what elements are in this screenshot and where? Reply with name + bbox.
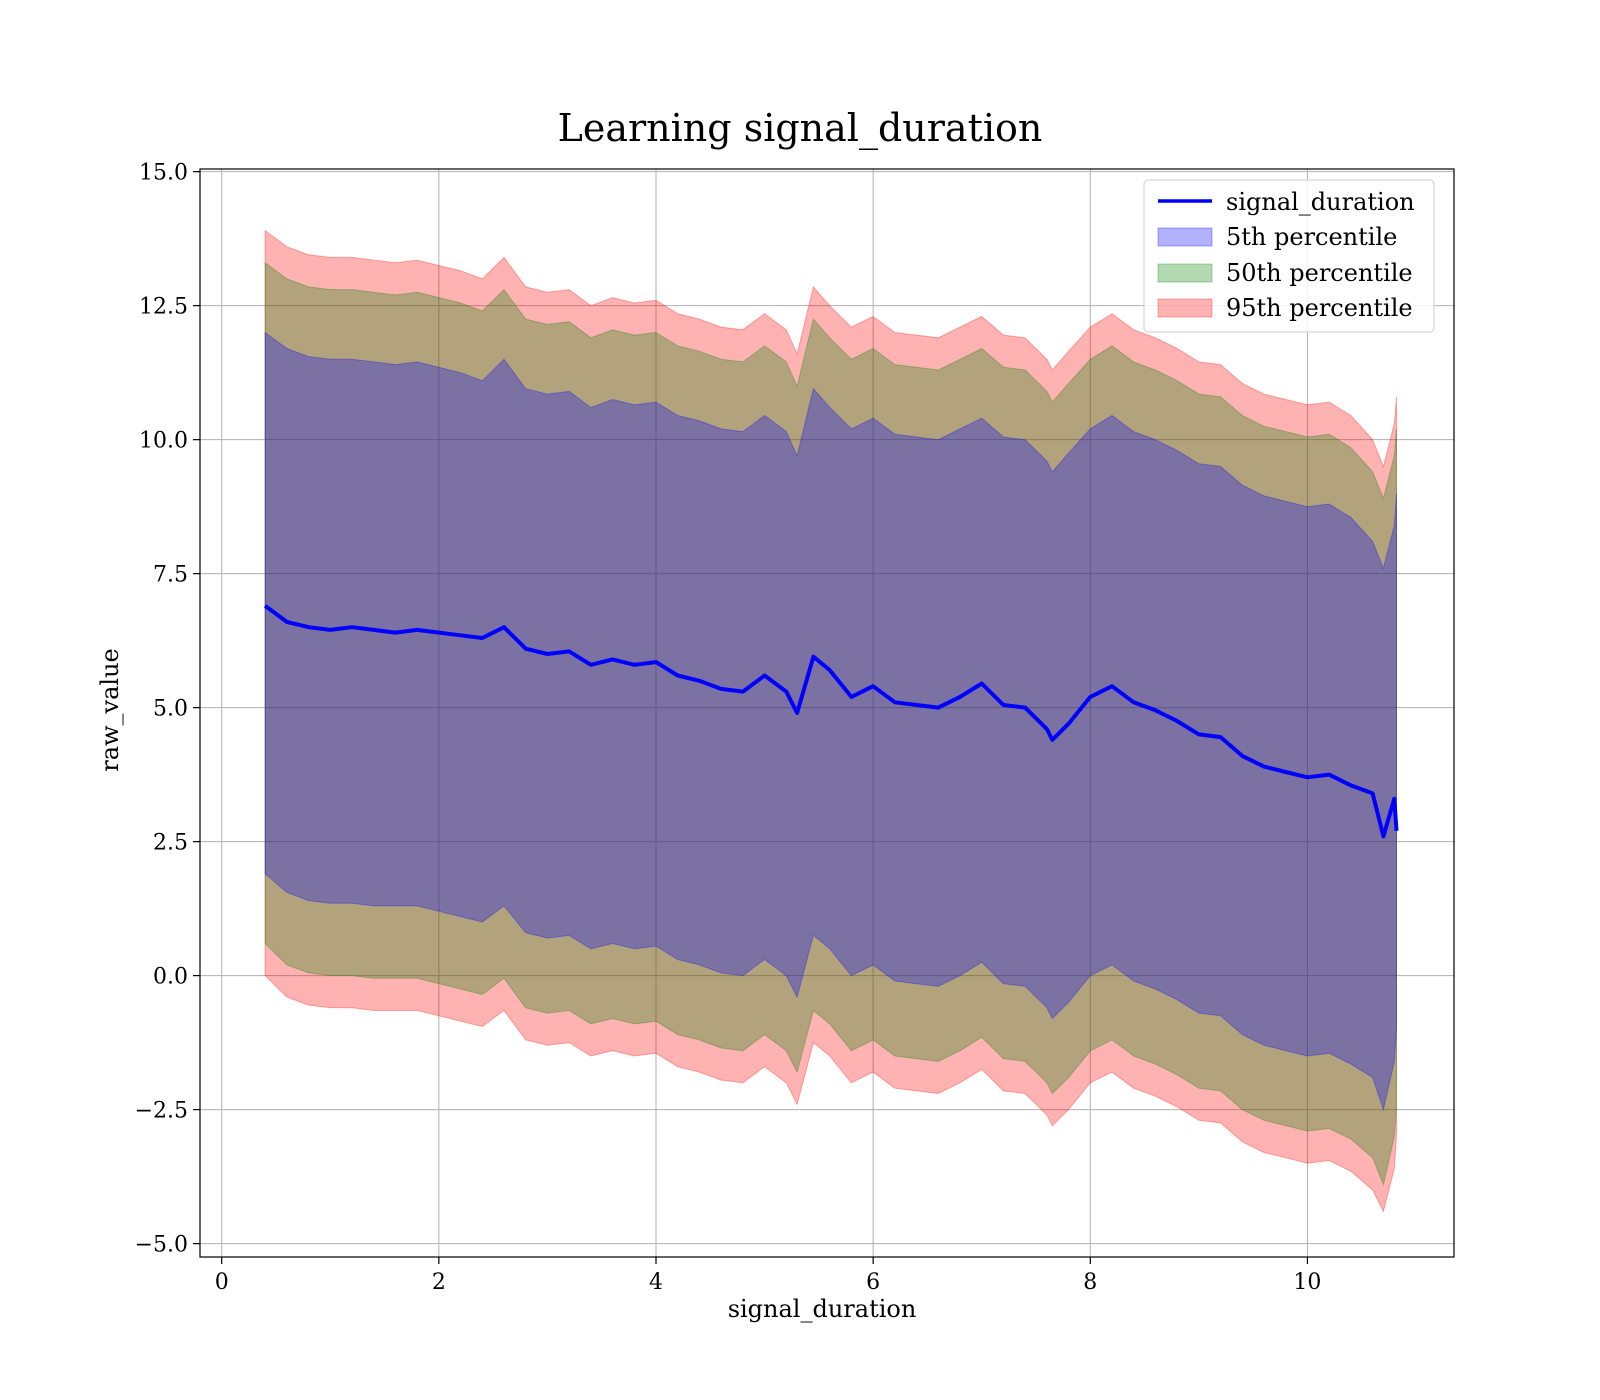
y-axis-label: raw_value — [96, 648, 124, 772]
legend-label-95th-percentile: 95th percentile — [1226, 294, 1413, 322]
grid — [200, 169, 1454, 1257]
band-5th-percentile — [264, 331, 1397, 1112]
y-tick-label: 0.0 — [153, 965, 188, 990]
legend-label-signal-duration: signal_duration — [1226, 188, 1415, 216]
y-tick-label: 7.5 — [153, 563, 188, 588]
x-tick-label: 10 — [1293, 1270, 1321, 1295]
band-50th-percentile — [264, 261, 1397, 1187]
legend-box — [1143, 179, 1435, 333]
axis-ticks: 0 2 4 6 8 10 −5.0 −2.5 0.0 2.5 5.0 7.5 10.0 12.5 15.0 — [135, 161, 1322, 1295]
plot-frame — [199, 168, 1455, 1258]
y-tick-label: 2.5 — [153, 831, 188, 856]
legend: signal_duration 5th percentile 50th perc… — [1143, 179, 1435, 333]
y-tick-label: 15.0 — [139, 161, 188, 186]
legend-swatch-95th-percentile — [1157, 298, 1213, 318]
x-tick-label: 4 — [649, 1270, 663, 1295]
y-tick-label: −5.0 — [135, 1233, 188, 1258]
legend-swatch-5th-percentile — [1157, 227, 1213, 247]
x-tick-label: 0 — [215, 1270, 229, 1295]
legend-label-50th-percentile: 50th percentile — [1226, 259, 1413, 287]
x-tick-label: 6 — [866, 1270, 880, 1295]
y-tick-label: −2.5 — [135, 1099, 188, 1124]
series-lines — [263, 604, 1399, 839]
chart-title: Learning signal_duration — [558, 106, 1043, 151]
percentile-bands — [264, 229, 1397, 1213]
line-signal-duration — [263, 604, 1399, 839]
legend-swatch-50th-percentile — [1157, 263, 1213, 283]
band-95th-percentile — [264, 229, 1397, 1213]
x-tick-label: 8 — [1083, 1270, 1097, 1295]
y-tick-label: 10.0 — [139, 429, 188, 454]
x-tick-label: 2 — [432, 1270, 446, 1295]
legend-label-5th-percentile: 5th percentile — [1226, 223, 1397, 251]
y-tick-label: 12.5 — [139, 295, 188, 320]
x-axis-label: signal_duration — [728, 1295, 917, 1323]
y-tick-label: 5.0 — [153, 697, 188, 722]
